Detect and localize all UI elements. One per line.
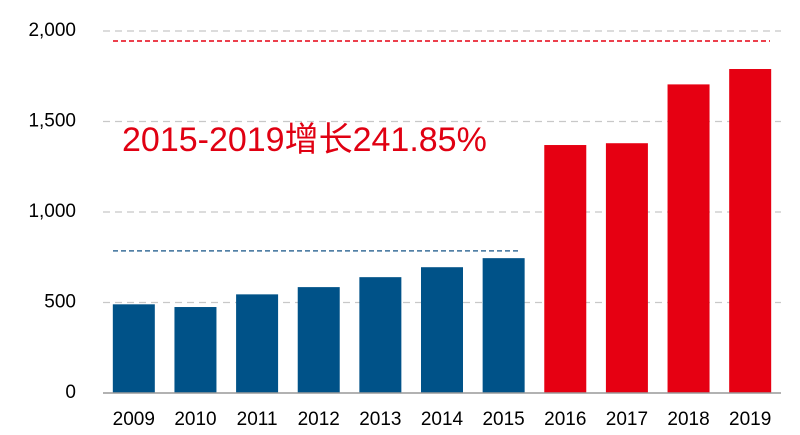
y-tick-label: 1,000 (28, 201, 76, 222)
bar (729, 69, 772, 393)
x-tick-label: 2017 (606, 409, 648, 430)
bar (112, 304, 155, 393)
x-tick-label: 2013 (359, 409, 401, 430)
bar (359, 277, 402, 393)
x-tick-label: 2018 (667, 409, 709, 430)
y-tick-label: 0 (65, 382, 76, 403)
bar (174, 307, 217, 393)
bar (297, 287, 340, 393)
y-tick-label: 500 (44, 292, 76, 313)
bar (421, 267, 463, 393)
x-tick-label: 2010 (174, 409, 216, 430)
x-tick-label: 2016 (544, 409, 586, 430)
bar (482, 258, 525, 393)
x-tick-label: 2014 (421, 409, 464, 430)
x-tick-label: 2012 (298, 409, 340, 430)
bar (667, 84, 710, 394)
y-tick-label: 2,000 (28, 20, 76, 41)
x-tick-label: 2019 (729, 409, 771, 430)
x-tick-label: 2009 (113, 409, 155, 430)
y-tick-label: 1,500 (28, 111, 76, 132)
bar (605, 143, 648, 393)
bar (544, 145, 587, 393)
annotation: 2015-2019增长241.85% (122, 121, 487, 159)
x-tick-label: 2011 (237, 409, 278, 430)
bar (236, 294, 279, 393)
x-tick-label: 2015 (482, 409, 524, 430)
